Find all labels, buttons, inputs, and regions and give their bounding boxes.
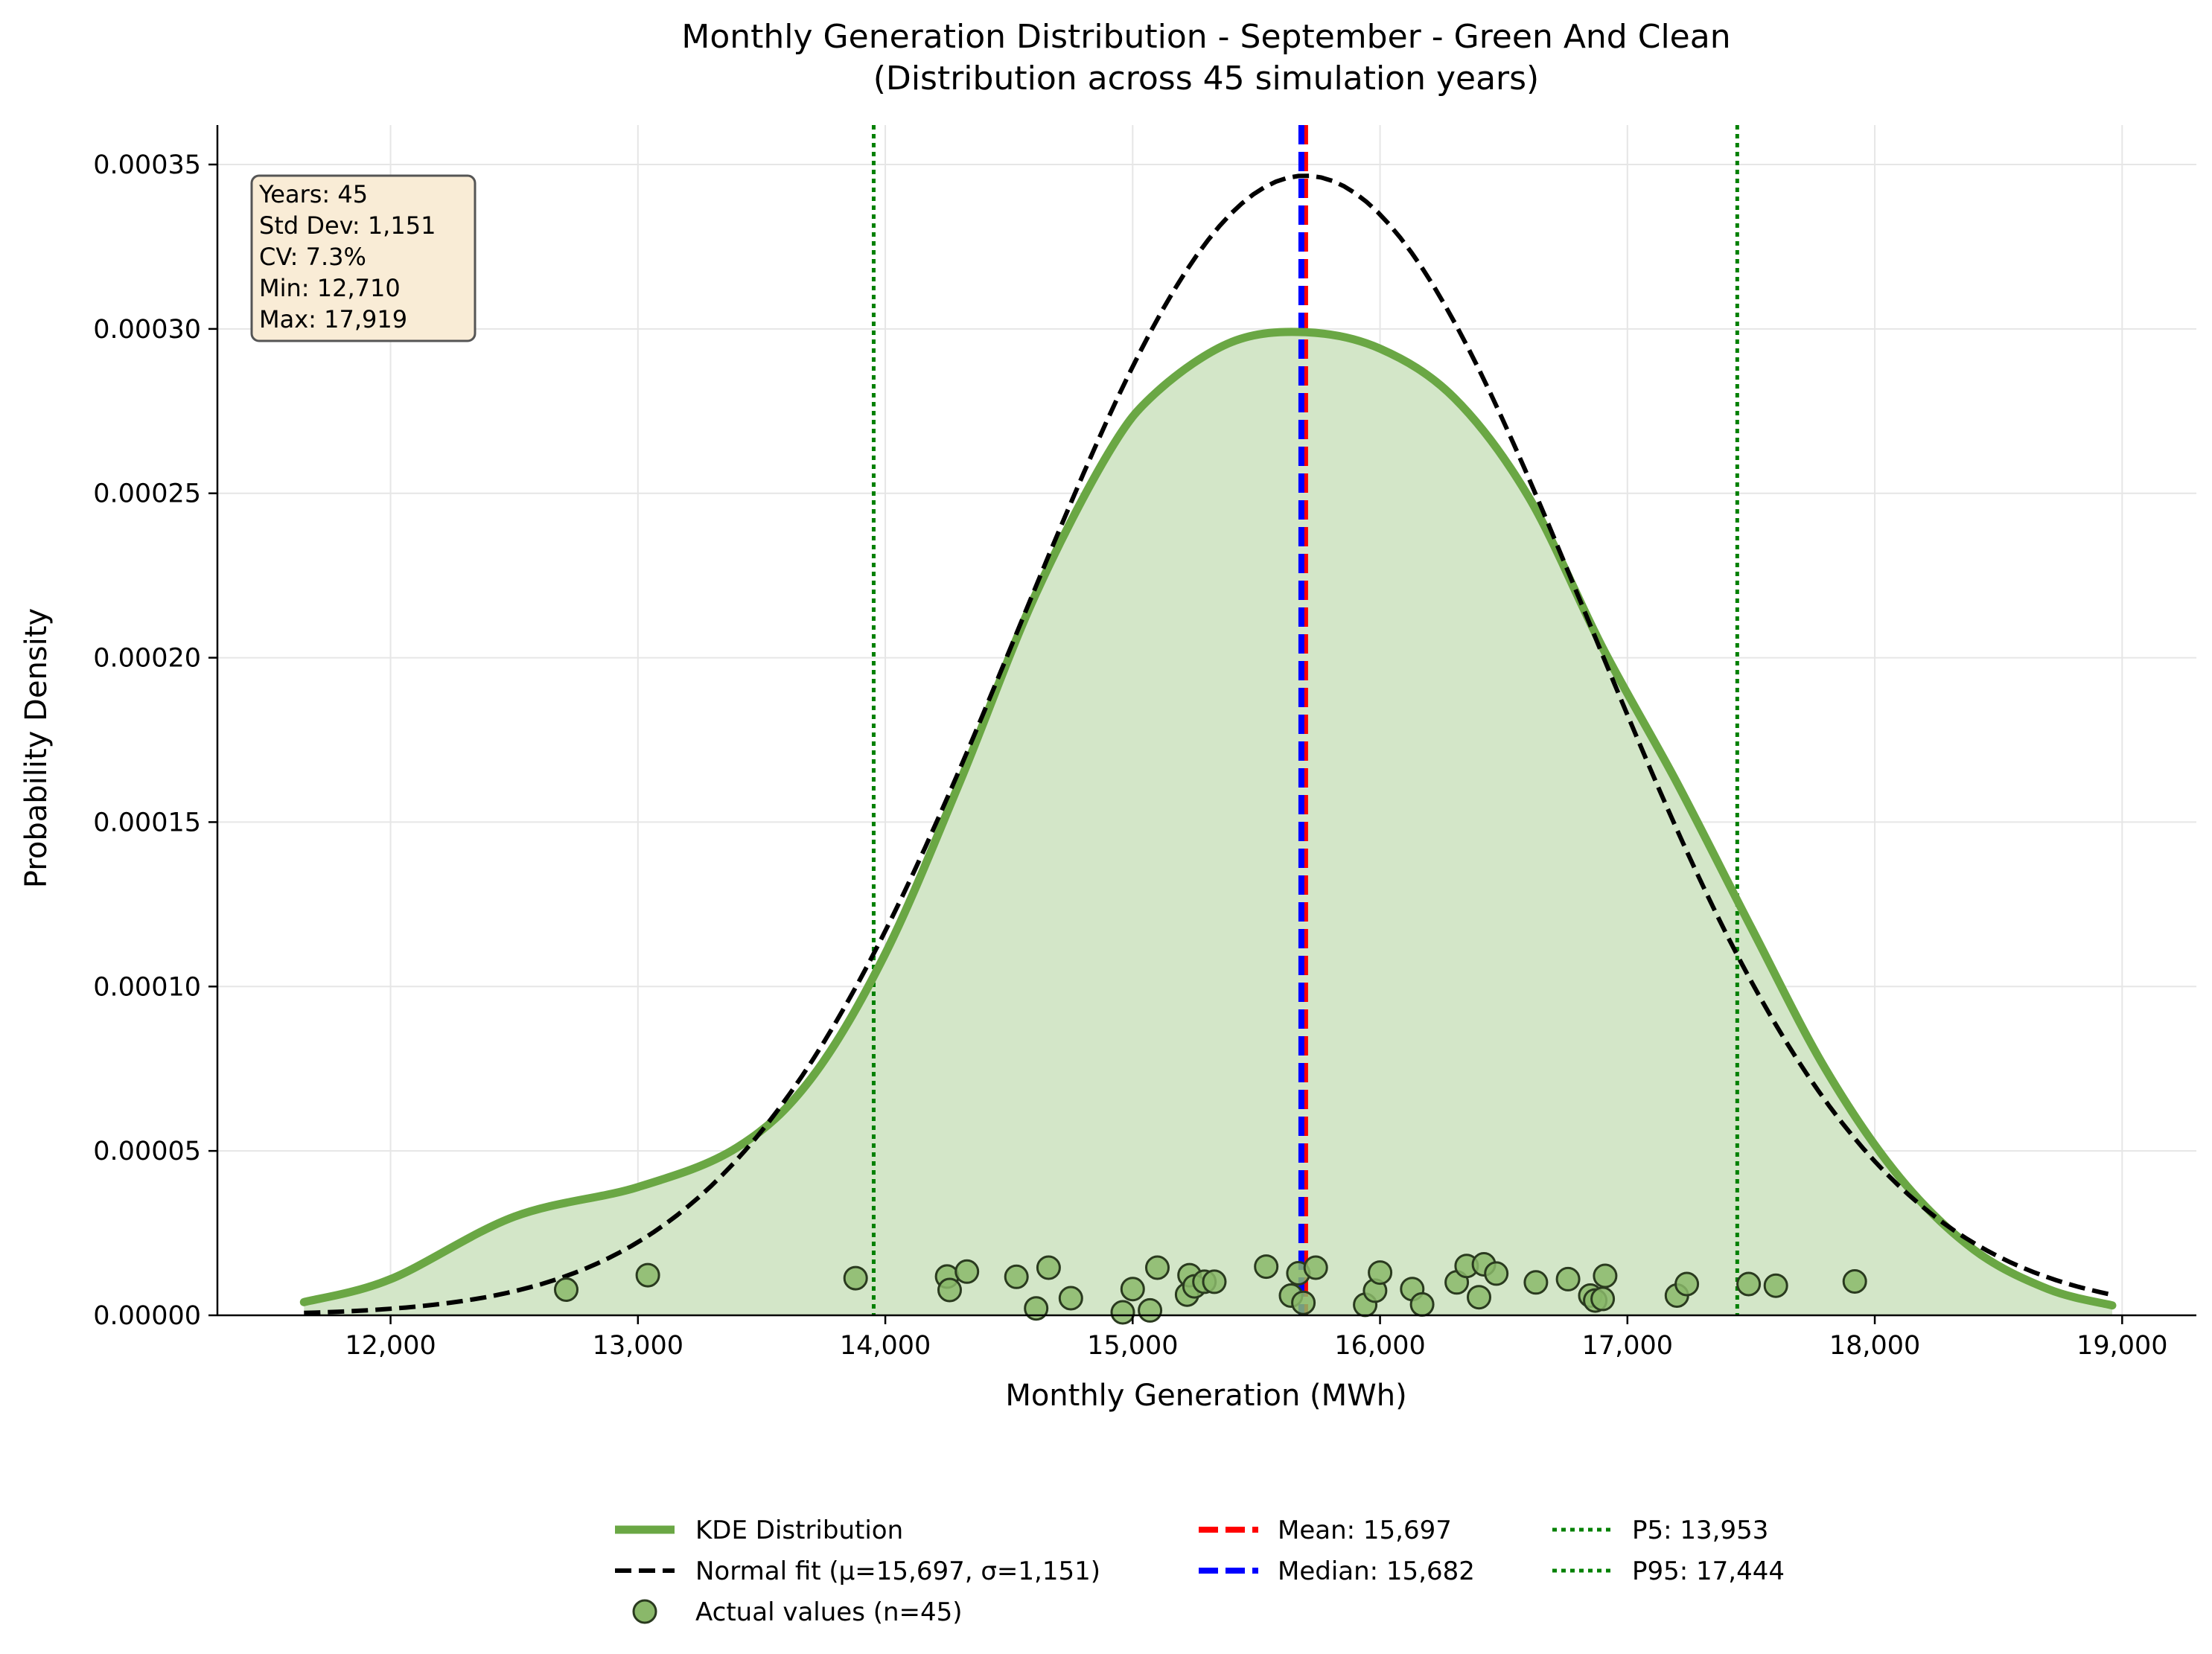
y-axis-label: Probability Density xyxy=(19,608,54,888)
chart-subtitle: (Distribution across 45 simulation years… xyxy=(873,60,1539,98)
y-tick-label-0: 0.00000 xyxy=(93,1301,201,1331)
y-tick-label-7: 0.00035 xyxy=(93,150,201,180)
data-point-19 xyxy=(1254,1254,1279,1280)
data-point-35 xyxy=(1555,1266,1581,1291)
stats-box-background xyxy=(250,174,476,342)
chart-title: Monthly Generation Distribution - Septem… xyxy=(681,18,1730,56)
y-tick-label-6: 0.00030 xyxy=(93,315,201,345)
x-tick-label-7: 19,000 xyxy=(2076,1331,2167,1361)
data-point-26 xyxy=(1368,1260,1393,1286)
legend-p5-label: P5: 13,953 xyxy=(1632,1516,1768,1545)
normal-fit-line xyxy=(304,173,2113,1315)
legend-actual-swatch xyxy=(632,1599,657,1624)
x-tick-label-3: 15,000 xyxy=(1087,1331,1178,1361)
data-point-2 xyxy=(843,1265,868,1291)
x-tick-label-4: 16,000 xyxy=(1334,1331,1425,1361)
data-point-6 xyxy=(1004,1264,1029,1289)
data-point-42 xyxy=(1736,1271,1762,1297)
legend-normal-label: Normal fit (μ=15,697, σ=1,151) xyxy=(695,1556,1100,1586)
legend-median-label: Median: 15,682 xyxy=(1278,1556,1475,1586)
legend-p95-label: P95: 17,444 xyxy=(1632,1556,1785,1586)
data-point-18 xyxy=(1202,1269,1227,1294)
data-point-41 xyxy=(1674,1271,1700,1297)
data-point-44 xyxy=(1842,1269,1867,1294)
data-point-33 xyxy=(1484,1261,1509,1286)
stats-min: Min: 12,710 xyxy=(259,274,401,302)
stats-years: Years: 45 xyxy=(258,180,368,208)
data-point-39 xyxy=(1593,1263,1618,1289)
y-tick-label-1: 0.00005 xyxy=(93,1137,201,1166)
data-point-4 xyxy=(937,1277,962,1303)
y-axis-ticks: 0.00000 0.00005 0.00010 0.00015 0.00020 0.000… xyxy=(93,150,217,1331)
data-point-7 xyxy=(1024,1296,1049,1321)
x-tick-label-2: 14,000 xyxy=(840,1331,931,1361)
data-point-43 xyxy=(1763,1273,1788,1298)
data-point-11 xyxy=(1120,1277,1145,1302)
x-tick-label-6: 18,000 xyxy=(1829,1331,1920,1361)
x-tick-label-1: 13,000 xyxy=(593,1331,683,1361)
data-point-38 xyxy=(1590,1286,1616,1312)
data-point-12 xyxy=(1138,1297,1163,1323)
legend: KDE Distribution Normal fit (μ=15,697, σ… xyxy=(615,1516,1785,1627)
kde-fill-area xyxy=(304,331,2112,1315)
chart-title-group: Monthly Generation Distribution - Septem… xyxy=(681,18,1730,98)
x-tick-label-5: 17,000 xyxy=(1582,1331,1673,1361)
x-axis-ticks: 12,000 13,000 14,000 15,000 16,000 17,000 18,0… xyxy=(345,1315,2168,1361)
actual-values-points xyxy=(554,1252,1867,1325)
data-point-0 xyxy=(554,1277,579,1302)
data-point-8 xyxy=(1036,1255,1061,1280)
data-point-10 xyxy=(1110,1300,1135,1325)
x-axis-label: Monthly Generation (MWh) xyxy=(1005,1379,1406,1413)
data-point-34 xyxy=(1523,1270,1549,1295)
reference-lines xyxy=(871,125,1739,1315)
data-point-9 xyxy=(1058,1286,1083,1311)
y-tick-label-3: 0.00015 xyxy=(93,808,201,837)
axes xyxy=(216,125,2196,1317)
stats-std-dev: Std Dev: 1,151 xyxy=(259,211,436,240)
y-tick-label-2: 0.00010 xyxy=(93,972,201,1002)
data-point-13 xyxy=(1145,1255,1170,1280)
kde-curve-line xyxy=(299,328,2117,1310)
data-point-23 xyxy=(1303,1255,1328,1280)
y-tick-label-4: 0.00020 xyxy=(93,644,201,674)
stats-max: Max: 17,919 xyxy=(259,305,407,333)
legend-actual-label: Actual values (n=45) xyxy=(695,1597,963,1627)
data-point-31 xyxy=(1467,1285,1491,1310)
x-tick-label-0: 12,000 xyxy=(345,1331,436,1361)
data-point-5 xyxy=(954,1259,980,1284)
data-point-28 xyxy=(1409,1291,1435,1317)
stats-box: Years: 45 Std Dev: 1,151 CV: 7.3% Min: 1… xyxy=(250,174,476,342)
data-point-22 xyxy=(1291,1290,1316,1315)
data-point-1 xyxy=(635,1262,660,1288)
y-tick-label-5: 0.00025 xyxy=(93,479,201,509)
stats-cv: CV: 7.3% xyxy=(259,243,366,271)
legend-mean-label: Mean: 15,697 xyxy=(1278,1516,1452,1545)
legend-kde-label: KDE Distribution xyxy=(695,1516,903,1545)
